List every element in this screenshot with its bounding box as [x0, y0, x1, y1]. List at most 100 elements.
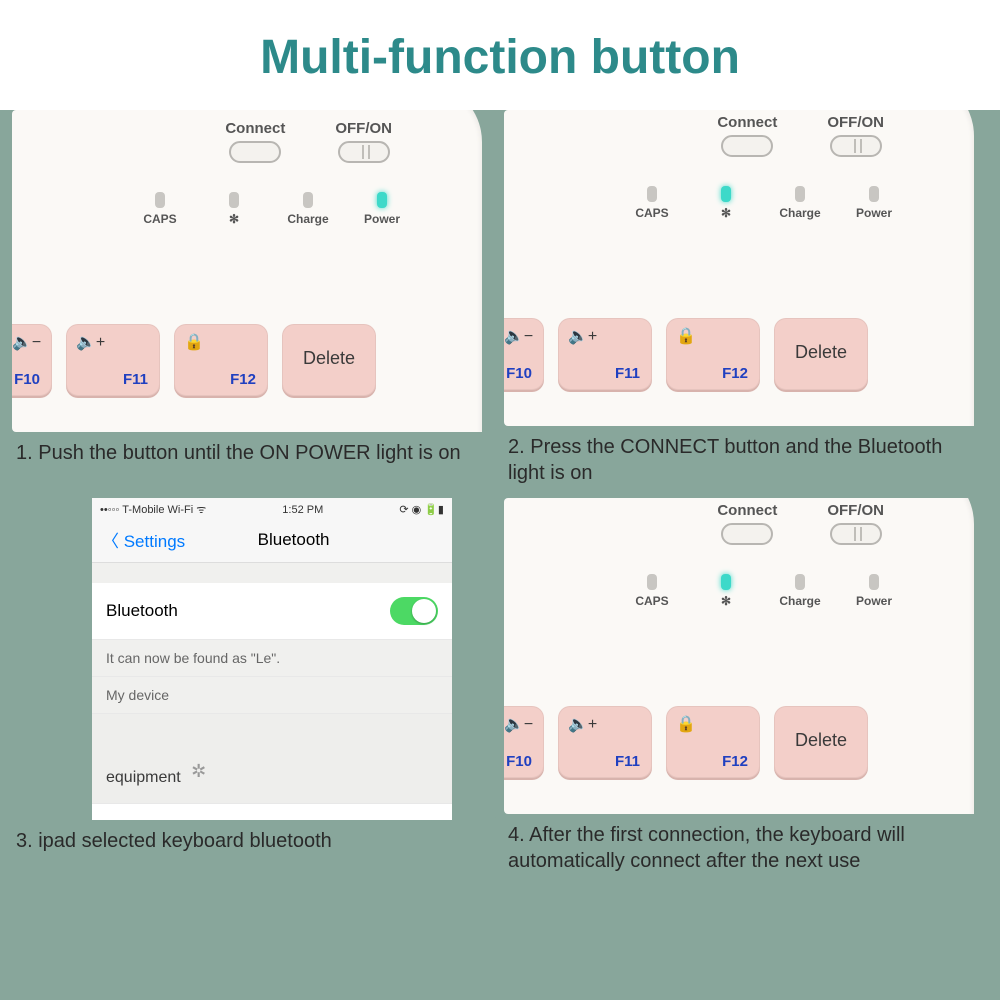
- key-f10[interactable]: 🔈− F10: [504, 318, 544, 390]
- caption-4: 4. After the first connection, the keybo…: [504, 814, 988, 878]
- f12-label: F12: [722, 753, 748, 770]
- switch-row: Connect OFF/ON: [717, 114, 884, 157]
- caps-led: [155, 192, 165, 208]
- bluetooth-keyboard-row[interactable]: Bluetooth Keyboard: [92, 804, 452, 820]
- volume-down-icon: 🔈−: [504, 326, 533, 346]
- power-switch[interactable]: [338, 141, 390, 163]
- f10-label: F10: [506, 365, 532, 382]
- power-led: [869, 186, 879, 202]
- caps-led: [647, 574, 657, 590]
- volume-up-icon: 🔈+: [76, 332, 105, 352]
- keyboard-body: Connect OFF/ON CAPS ✻ Charge Power 🔈−F10…: [504, 498, 974, 814]
- charge-led-label: Charge: [778, 206, 822, 220]
- found-as-row: It can now be found as "Le".: [92, 640, 452, 677]
- bluetooth-toggle[interactable]: [390, 597, 438, 625]
- caps-led-label: CAPS: [138, 212, 182, 226]
- equipment-row: equipment: [92, 748, 452, 804]
- step-1: Connect OFF/ON CAPS ✻ Charge Power 🔈−F10: [12, 110, 496, 490]
- key-delete[interactable]: Delete: [282, 324, 376, 396]
- spacer: [92, 714, 452, 748]
- bt-led-label: ✻: [212, 212, 256, 226]
- charge-led-label: Charge: [778, 594, 822, 608]
- caps-led-label: CAPS: [630, 206, 674, 220]
- bt-led: [721, 574, 731, 590]
- bluetooth-label: Bluetooth: [106, 601, 178, 621]
- nav-title: Bluetooth: [145, 530, 442, 550]
- key-f12[interactable]: 🔒 F12: [174, 324, 268, 396]
- power-led-label: Power: [852, 594, 896, 608]
- bt-led: [721, 186, 731, 202]
- keyboard-body: Connect OFF/ON CAPS ✻ Charge Power 🔈−F10: [12, 110, 482, 432]
- connect-label: Connect: [717, 502, 777, 519]
- page-title: Multi-function button: [0, 0, 1000, 110]
- step-2: Connect OFF/ON CAPS ✻ Charge Power 🔈− F10…: [504, 110, 988, 490]
- key-f10[interactable]: 🔈−F10: [504, 706, 544, 778]
- f11-label: F11: [123, 371, 148, 388]
- bt-led: [229, 192, 239, 208]
- nav-bar: 〈 Settings Bluetooth: [92, 521, 452, 563]
- connect-label: Connect: [225, 120, 285, 137]
- time-label: 1:52 PM: [282, 504, 323, 516]
- key-f11[interactable]: 🔈+F11: [558, 318, 652, 390]
- f11-label: F11: [615, 753, 640, 770]
- connect-label: Connect: [717, 114, 777, 131]
- key-row: 🔈−F10 🔈+ F11 🔒 F12 Delete: [506, 706, 868, 778]
- delete-label: Delete: [774, 342, 868, 363]
- caption-1: 1. Push the button until the ON POWER li…: [12, 432, 496, 490]
- f11-label: F11: [615, 365, 640, 382]
- caption-3: 3. ipad selected keyboard bluetooth: [12, 820, 496, 878]
- keyboard-view-4: Connect OFF/ON CAPS ✻ Charge Power 🔈−F10…: [504, 498, 988, 814]
- loading-spinner-icon: [191, 764, 209, 782]
- carrier-label: ••◦◦◦ T-Mobile Wi-Fi ᯤ: [100, 502, 206, 517]
- charge-led: [795, 574, 805, 590]
- instruction-grid: Connect OFF/ON CAPS ✻ Charge Power 🔈− F10: [0, 110, 1000, 878]
- keyboard-view-1: Connect OFF/ON CAPS ✻ Charge Power 🔈−F10: [12, 110, 496, 432]
- key-f11[interactable]: 🔈+ F11: [558, 706, 652, 778]
- power-led-label: Power: [852, 206, 896, 220]
- key-row: 🔈− F10 🔈+F11 🔒F12 Delete: [506, 318, 868, 390]
- key-f12[interactable]: 🔒 F12: [666, 706, 760, 778]
- caption-2: 2. Press the CONNECT button and the Blue…: [504, 426, 988, 490]
- status-bar: ••◦◦◦ T-Mobile Wi-Fi ᯤ 1:52 PM ⟳ ◉ 🔋▮: [92, 498, 452, 521]
- connect-button[interactable]: [229, 141, 281, 163]
- switch-row: Connect OFF/ON: [225, 120, 392, 163]
- f10-label: F10: [14, 371, 40, 388]
- connect-button[interactable]: [721, 523, 773, 545]
- bt-led-label: ✻: [704, 594, 748, 608]
- switch-row: Connect OFF/ON: [717, 502, 884, 545]
- power-led-label: Power: [360, 212, 404, 226]
- key-f12[interactable]: 🔒F12: [666, 318, 760, 390]
- lock-icon: 🔒: [184, 332, 204, 352]
- step-3: ••◦◦◦ T-Mobile Wi-Fi ᯤ 1:52 PM ⟳ ◉ 🔋▮ 〈 …: [12, 498, 496, 878]
- power-switch[interactable]: [830, 523, 882, 545]
- key-delete[interactable]: Delete: [774, 706, 868, 778]
- led-row: CAPS ✻ Charge Power: [630, 574, 896, 608]
- volume-down-icon: 🔈−: [12, 332, 41, 352]
- power-led: [377, 192, 387, 208]
- power-switch[interactable]: [830, 135, 882, 157]
- my-device-row: My device: [92, 677, 452, 714]
- key-delete[interactable]: Delete: [774, 318, 868, 390]
- keyboard-view-2: Connect OFF/ON CAPS ✻ Charge Power 🔈− F10…: [504, 110, 988, 426]
- f12-label: F12: [230, 371, 256, 388]
- volume-down-icon: 🔈−: [504, 714, 533, 734]
- key-f10[interactable]: 🔈− F10: [12, 324, 52, 396]
- ipad-screen: ••◦◦◦ T-Mobile Wi-Fi ᯤ 1:52 PM ⟳ ◉ 🔋▮ 〈 …: [92, 498, 452, 820]
- lock-icon: 🔒: [676, 714, 696, 734]
- ipad-settings-view: ••◦◦◦ T-Mobile Wi-Fi ᯤ 1:52 PM ⟳ ◉ 🔋▮ 〈 …: [12, 498, 496, 820]
- connect-button[interactable]: [721, 135, 773, 157]
- led-row: CAPS ✻ Charge Power: [630, 186, 896, 220]
- equipment-label: equipment: [106, 769, 181, 786]
- charge-led: [795, 186, 805, 202]
- key-f11[interactable]: 🔈+ F11: [66, 324, 160, 396]
- volume-up-icon: 🔈+: [568, 714, 597, 734]
- key-row: 🔈− F10 🔈+ F11 🔒 F12 Delete: [14, 324, 376, 396]
- bt-led-label: ✻: [704, 206, 748, 220]
- connect-switch-group: Connect: [225, 120, 285, 163]
- bluetooth-row[interactable]: Bluetooth: [92, 583, 452, 640]
- spacer: [92, 563, 452, 583]
- power-switch-group: OFF/ON: [335, 120, 392, 163]
- offon-label: OFF/ON: [827, 114, 884, 131]
- caps-led-label: CAPS: [630, 594, 674, 608]
- step-4: Connect OFF/ON CAPS ✻ Charge Power 🔈−F10…: [504, 498, 988, 878]
